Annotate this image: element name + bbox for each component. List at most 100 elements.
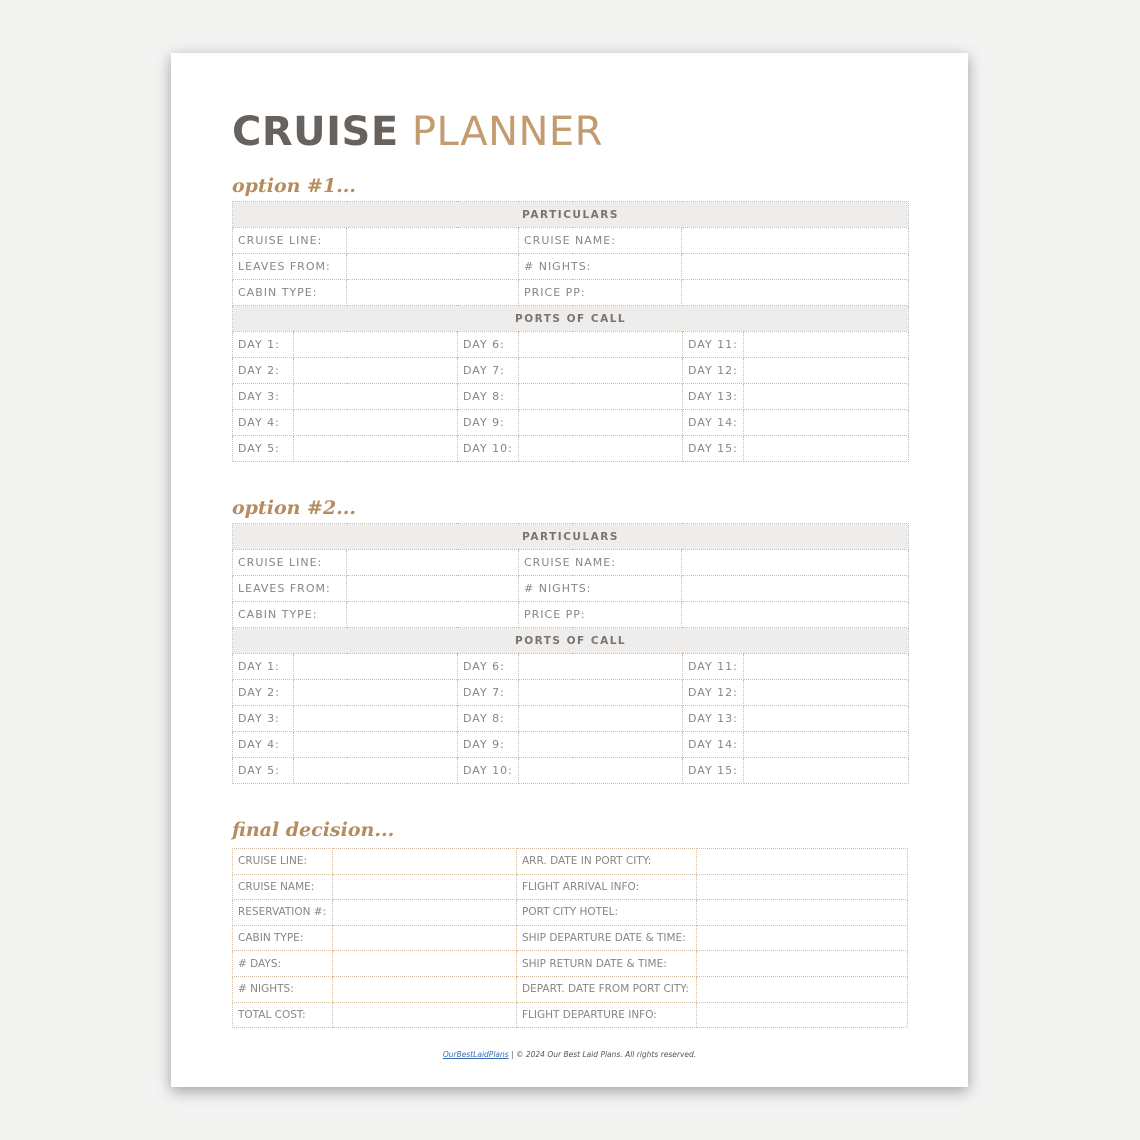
field-input[interactable] bbox=[696, 1001, 908, 1029]
day-label: DAY 1: bbox=[232, 331, 294, 358]
title-light: PLANNER bbox=[411, 109, 603, 155]
field-label: CRUISE LINE: bbox=[232, 549, 347, 576]
day-label: DAY 8: bbox=[457, 705, 519, 732]
day-input[interactable] bbox=[518, 383, 683, 410]
field-input[interactable] bbox=[680, 575, 910, 602]
field-input[interactable] bbox=[346, 279, 519, 306]
field-label: CRUISE LINE: bbox=[232, 227, 347, 254]
field-input[interactable] bbox=[346, 575, 519, 602]
day-label: DAY 3: bbox=[232, 705, 294, 732]
final-row: TOTAL COST: FLIGHT DEPARTURE INFO: bbox=[232, 1001, 908, 1029]
day-input[interactable] bbox=[293, 653, 458, 680]
field-label: RESERVATION #: bbox=[232, 899, 333, 926]
footer-link[interactable]: OurBestLaidPlans bbox=[442, 1050, 509, 1059]
day-input[interactable] bbox=[518, 731, 683, 758]
field-input[interactable] bbox=[696, 848, 908, 875]
day-label: DAY 12: bbox=[682, 357, 744, 384]
field-label: PRICE PP: bbox=[518, 279, 682, 306]
ports-row: DAY 5: DAY 10: DAY 15: bbox=[232, 757, 910, 784]
day-input[interactable] bbox=[742, 435, 910, 462]
field-input[interactable] bbox=[696, 924, 908, 952]
field-label: DEPART. DATE FROM PORT CITY: bbox=[516, 975, 697, 1003]
field-label: CRUISE NAME: bbox=[518, 549, 682, 576]
field-label: # NIGHTS: bbox=[518, 253, 682, 280]
particulars-row: CABIN TYPE: PRICE PP: bbox=[232, 279, 910, 306]
field-input[interactable] bbox=[346, 253, 519, 280]
option-1-table: PARTICULARS CRUISE LINE: CRUISE NAME: LE… bbox=[231, 201, 910, 462]
field-input[interactable] bbox=[680, 601, 910, 628]
day-input[interactable] bbox=[293, 409, 458, 436]
day-label: DAY 14: bbox=[682, 409, 744, 436]
day-input[interactable] bbox=[742, 757, 910, 784]
day-input[interactable] bbox=[742, 357, 910, 384]
day-input[interactable] bbox=[742, 679, 910, 706]
final-heading: final decision... bbox=[232, 819, 395, 841]
day-input[interactable] bbox=[742, 731, 910, 758]
particulars-row: CABIN TYPE: PRICE PP: bbox=[232, 601, 910, 628]
field-input[interactable] bbox=[696, 950, 908, 977]
field-label: # DAYS: bbox=[232, 950, 333, 977]
page-title: CRUISE PLANNER bbox=[232, 109, 603, 155]
final-row: RESERVATION #: PORT CITY HOTEL: bbox=[232, 899, 908, 926]
day-input[interactable] bbox=[293, 435, 458, 462]
day-label: DAY 7: bbox=[457, 679, 519, 706]
field-input[interactable] bbox=[346, 601, 519, 628]
day-input[interactable] bbox=[742, 409, 910, 436]
field-label: CRUISE NAME: bbox=[232, 873, 333, 901]
particulars-row: CRUISE LINE: CRUISE NAME: bbox=[232, 227, 910, 254]
ports-row: DAY 4: DAY 9: DAY 14: bbox=[232, 409, 910, 436]
field-input[interactable] bbox=[332, 924, 517, 952]
day-input[interactable] bbox=[293, 357, 458, 384]
field-input[interactable] bbox=[680, 279, 910, 306]
day-input[interactable] bbox=[742, 705, 910, 732]
particulars-header: PARTICULARS bbox=[231, 201, 910, 228]
field-label: FLIGHT ARRIVAL INFO: bbox=[516, 873, 697, 901]
day-input[interactable] bbox=[518, 705, 683, 732]
field-input[interactable] bbox=[346, 227, 519, 254]
field-label: CABIN TYPE: bbox=[232, 279, 347, 306]
day-label: DAY 15: bbox=[682, 757, 744, 784]
ports-header: PORTS OF CALL bbox=[231, 627, 910, 654]
field-input[interactable] bbox=[696, 899, 908, 926]
day-label: DAY 13: bbox=[682, 383, 744, 410]
footer: OurBestLaidPlans | © 2024 Our Best Laid … bbox=[171, 1050, 968, 1059]
day-input[interactable] bbox=[518, 435, 683, 462]
day-label: DAY 10: bbox=[457, 757, 519, 784]
day-input[interactable] bbox=[293, 383, 458, 410]
field-input[interactable] bbox=[680, 549, 910, 576]
field-input[interactable] bbox=[332, 848, 517, 875]
day-input[interactable] bbox=[293, 705, 458, 732]
day-input[interactable] bbox=[293, 679, 458, 706]
field-label: CRUISE LINE: bbox=[232, 848, 333, 875]
field-input[interactable] bbox=[696, 975, 908, 1003]
day-input[interactable] bbox=[742, 383, 910, 410]
day-input[interactable] bbox=[518, 331, 683, 358]
day-input[interactable] bbox=[293, 731, 458, 758]
ports-row: DAY 1: DAY 6: DAY 11: bbox=[232, 653, 910, 680]
day-input[interactable] bbox=[518, 679, 683, 706]
day-input[interactable] bbox=[518, 409, 683, 436]
day-input[interactable] bbox=[518, 357, 683, 384]
day-input[interactable] bbox=[293, 331, 458, 358]
option-2-table: PARTICULARS CRUISE LINE: CRUISE NAME: LE… bbox=[231, 523, 910, 784]
day-input[interactable] bbox=[518, 757, 683, 784]
field-input[interactable] bbox=[680, 227, 910, 254]
day-input[interactable] bbox=[293, 757, 458, 784]
particulars-row: LEAVES FROM: # NIGHTS: bbox=[232, 575, 910, 602]
field-input[interactable] bbox=[332, 975, 517, 1003]
day-input[interactable] bbox=[518, 653, 683, 680]
field-input[interactable] bbox=[696, 873, 908, 901]
field-input[interactable] bbox=[332, 1001, 517, 1029]
field-input[interactable] bbox=[332, 950, 517, 977]
ports-row: DAY 5: DAY 10: DAY 15: bbox=[232, 435, 910, 462]
field-input[interactable] bbox=[332, 873, 517, 901]
day-label: DAY 6: bbox=[457, 331, 519, 358]
field-input[interactable] bbox=[346, 549, 519, 576]
final-decision-table: CRUISE LINE: ARR. DATE IN PORT CITY: CRU… bbox=[232, 848, 908, 1029]
day-input[interactable] bbox=[742, 653, 910, 680]
field-input[interactable] bbox=[680, 253, 910, 280]
day-label: DAY 2: bbox=[232, 679, 294, 706]
day-input[interactable] bbox=[742, 331, 910, 358]
field-input[interactable] bbox=[332, 899, 517, 926]
ports-header: PORTS OF CALL bbox=[231, 305, 910, 332]
